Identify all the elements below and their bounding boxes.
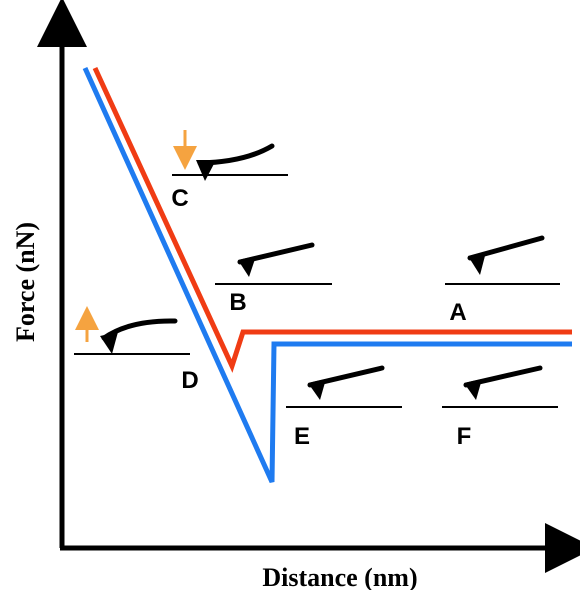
point-label: A bbox=[449, 299, 466, 326]
inset-f bbox=[442, 365, 558, 408]
inset-d bbox=[74, 306, 190, 355]
point-label: D bbox=[181, 367, 198, 394]
x-axis-label: Distance (nm) bbox=[262, 563, 417, 590]
inset-c bbox=[172, 130, 288, 181]
inset-a bbox=[445, 235, 560, 285]
point-label: C bbox=[171, 185, 188, 212]
inset-b bbox=[215, 242, 332, 285]
inset-e bbox=[286, 365, 402, 408]
approach-curve bbox=[92, 66, 572, 373]
point-label: F bbox=[457, 423, 472, 450]
point-label: E bbox=[294, 423, 310, 450]
point-label: B bbox=[229, 289, 246, 316]
retract-curve bbox=[82, 66, 572, 484]
y-axis-label: Force (nN) bbox=[11, 222, 40, 342]
